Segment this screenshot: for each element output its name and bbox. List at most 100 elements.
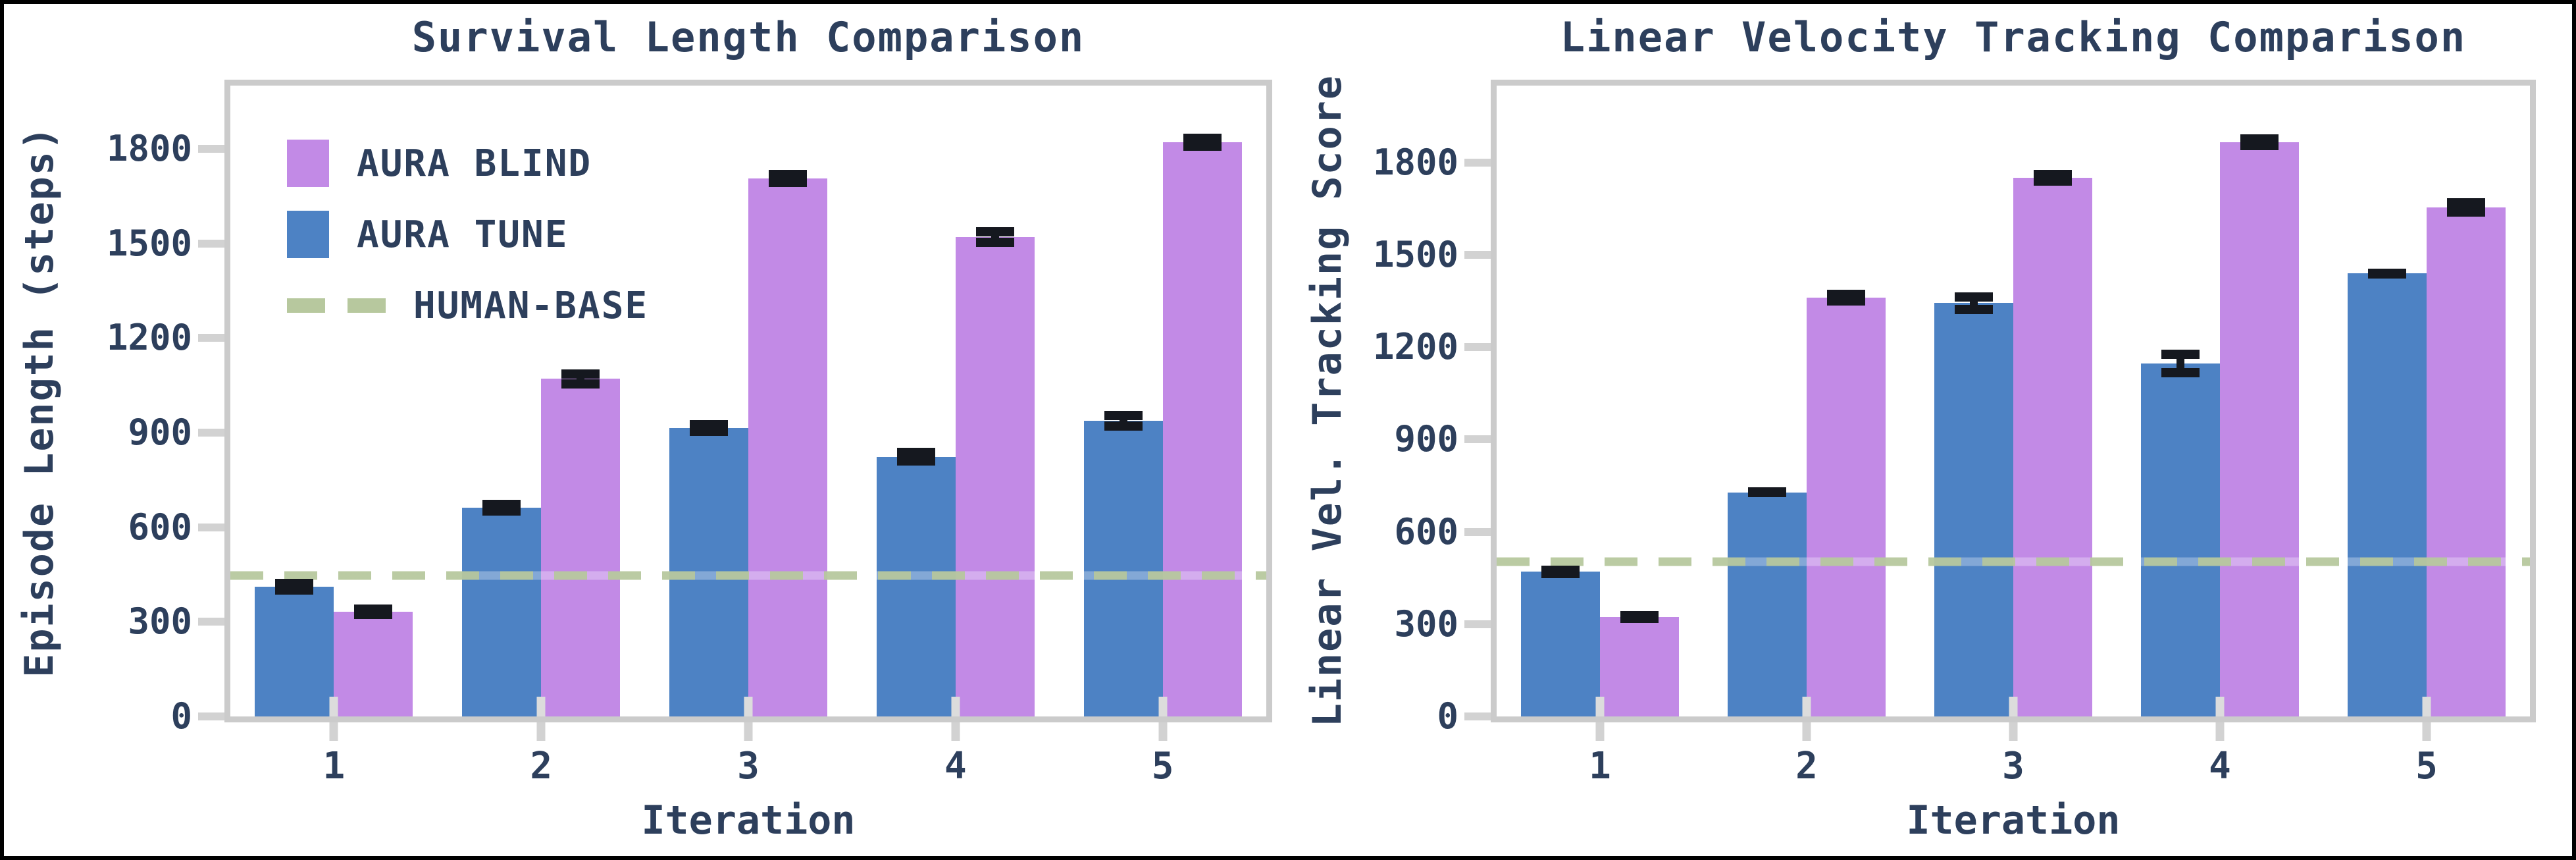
bar-group-iter-2 xyxy=(438,86,645,716)
bar-group-iter-1 xyxy=(1497,86,1703,716)
bar-aura-tune-iter-5 xyxy=(1083,421,1163,716)
error-bar xyxy=(1104,411,1143,431)
error-bar-cap xyxy=(1620,610,1659,620)
x-tick-inner-mark xyxy=(1595,697,1605,716)
error-bar xyxy=(1541,566,1580,578)
aura-tune-swatch-icon xyxy=(287,211,329,258)
y-tick-label: 600 xyxy=(1394,510,1458,552)
x-axis-label: Iteration xyxy=(1906,797,2121,844)
y-tick-label: 1800 xyxy=(106,127,192,169)
bar-aura-blind-iter-4 xyxy=(2220,142,2299,716)
x-tick-label: 2 xyxy=(1795,745,1818,788)
x-tick-inner-mark xyxy=(2009,697,2018,716)
legend-item-aura-blind: AURA BLIND xyxy=(287,128,648,199)
error-bar-cap xyxy=(1541,566,1580,576)
x-tick-label: 5 xyxy=(2415,745,2438,788)
chart-survival-length: Survival Length Comparison Episode Lengt… xyxy=(4,4,1292,856)
y-tick-mark xyxy=(198,239,224,248)
error-bar xyxy=(689,419,728,436)
chart-linear-velocity-tracking: Linear Velocity Tracking Comparison Line… xyxy=(1292,4,2572,856)
x-tick-inner-mark xyxy=(329,697,338,716)
bar-aura-tune-iter-2 xyxy=(1728,492,1807,716)
y-tick-mark xyxy=(1464,712,1491,720)
error-bar-cap xyxy=(2161,349,2200,359)
y-tick-label: 900 xyxy=(128,411,192,453)
y-tick-mark xyxy=(198,428,224,437)
x-tick-inner-mark xyxy=(1802,697,1811,716)
bar-group-iter-5 xyxy=(1059,86,1266,716)
human-base-reference-line xyxy=(230,571,1266,580)
error-bar xyxy=(1183,134,1222,151)
y-tick-label: 600 xyxy=(128,506,192,548)
error-bar-cap xyxy=(561,379,600,389)
error-bar-cap xyxy=(2240,141,2279,151)
aura-blind-swatch-icon xyxy=(287,140,329,187)
human-base-reference-line xyxy=(1497,557,2530,566)
error-bar xyxy=(275,578,314,595)
x-tick-mark xyxy=(2009,722,2018,741)
error-bar-cap xyxy=(768,169,807,179)
chart-title: Linear Velocity Tracking Comparison xyxy=(1560,13,2467,61)
bar-aura-blind-iter-3 xyxy=(2013,178,2092,716)
x-tick-mark xyxy=(2215,722,2225,741)
bar-aura-blind-iter-1 xyxy=(1600,617,1679,716)
bar-aura-tune-iter-1 xyxy=(255,586,334,716)
x-tick-label: 1 xyxy=(1589,745,1611,788)
chart-title: Survival Length Comparison xyxy=(411,13,1085,61)
x-tick-inner-mark xyxy=(1158,697,1168,716)
error-bar-cap xyxy=(561,369,600,379)
bar-group-iter-5 xyxy=(2323,86,2530,716)
x-tick-label: 4 xyxy=(2209,745,2231,788)
human-base-dash-icon xyxy=(287,298,386,313)
bar-aura-tune-iter-5 xyxy=(2348,273,2427,716)
error-bar-cap xyxy=(2447,198,2485,208)
x-tick-mark xyxy=(1595,722,1605,741)
error-bar xyxy=(1827,289,1865,306)
error-bar-cap xyxy=(1955,292,1993,302)
x-tick-mark xyxy=(536,722,546,741)
error-bar xyxy=(896,448,935,466)
bar-group-iter-4 xyxy=(2117,86,2323,716)
x-tick-mark xyxy=(744,722,753,741)
y-tick-mark xyxy=(198,334,224,342)
bar-aura-blind-iter-3 xyxy=(748,178,827,716)
y-tick-mark xyxy=(198,144,224,153)
y-tick-label: 300 xyxy=(128,601,192,643)
bar-group-iter-3 xyxy=(645,86,852,716)
error-bar-cap xyxy=(1827,296,1865,306)
x-axis-label: Iteration xyxy=(641,797,856,844)
y-tick-mark xyxy=(1464,251,1491,259)
error-bar-cap xyxy=(975,227,1014,237)
x-tick-inner-mark xyxy=(951,697,960,716)
y-tick-label: 0 xyxy=(170,695,192,737)
y-tick-mark xyxy=(1464,435,1491,444)
bar-aura-tune-iter-3 xyxy=(1934,303,2013,716)
bar-aura-blind-iter-5 xyxy=(2427,207,2506,716)
error-bar xyxy=(768,169,807,187)
error-bar-cap xyxy=(1104,411,1143,421)
y-tick-label: 900 xyxy=(1394,418,1458,460)
y-tick-label: 300 xyxy=(1394,603,1458,645)
error-bar-cap xyxy=(2034,176,2072,186)
y-tick-mark xyxy=(1464,343,1491,352)
error-bar-cap xyxy=(689,426,728,436)
bar-aura-tune-iter-4 xyxy=(2141,363,2220,716)
error-bar xyxy=(1748,487,1786,498)
error-bar-cap xyxy=(354,609,393,619)
x-tick-mark xyxy=(329,722,338,741)
error-bar-cap xyxy=(1183,142,1222,151)
error-bar-cap xyxy=(975,237,1014,247)
error-bar-cap xyxy=(2161,367,2200,377)
legend-item-human-base: HUMAN-BASE xyxy=(287,270,648,341)
bar-aura-tune-iter-1 xyxy=(1521,572,1600,716)
error-bar-cap xyxy=(275,585,314,595)
bar-group-iter-4 xyxy=(852,86,1059,716)
x-tick-mark xyxy=(1158,722,1168,741)
x-tick-label: 5 xyxy=(1151,745,1174,788)
error-bar xyxy=(2240,134,2279,151)
error-bar-cap xyxy=(1183,134,1222,144)
error-bar-cap xyxy=(768,177,807,187)
y-tick-label: 1500 xyxy=(1372,234,1458,276)
x-tick-label: 4 xyxy=(944,745,967,788)
